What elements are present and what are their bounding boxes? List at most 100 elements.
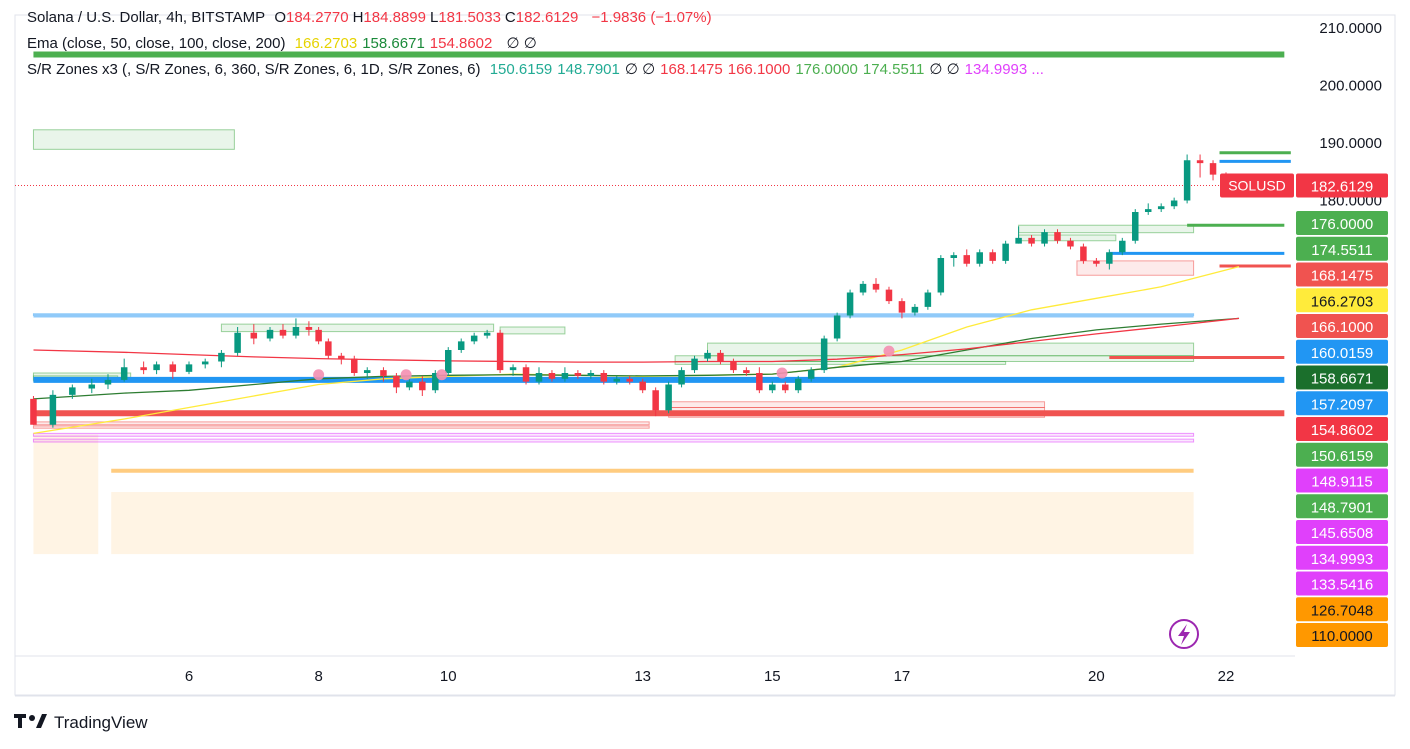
- candle-65: [924, 289, 932, 310]
- legend-ohlc-c: C182.6129: [504, 9, 579, 26]
- y-tick-label-2: 190.0000: [1319, 135, 1382, 152]
- candle-68: [963, 249, 970, 267]
- svg-text:157.2097: 157.2097: [1311, 396, 1374, 413]
- price-tag-0: 176.0000: [1296, 211, 1388, 235]
- legend-symbol: Solana / U.S. Dollar, 4h, BITSTAMP: [27, 9, 266, 26]
- candle-9: [185, 361, 193, 375]
- svg-text:154.8602: 154.8602: [1311, 422, 1374, 439]
- candle-32: [496, 329, 504, 373]
- y-tick-label-1: 200.0000: [1319, 78, 1382, 95]
- candle-56: [807, 367, 815, 382]
- price-tag-2: 168.1475: [1296, 262, 1388, 287]
- candle-13: [250, 324, 258, 345]
- candle-66: [937, 255, 945, 296]
- x-tick-label-6: 20: [1088, 668, 1105, 685]
- candle-6: [140, 361, 147, 375]
- sr-zone-5: [220, 323, 495, 333]
- legend-sr-value-6: 174.5511: [862, 61, 925, 78]
- fill-zone-2: [111, 492, 1194, 555]
- legend-ema-value-1: 158.6671: [362, 35, 425, 52]
- legend-sr-value-8: 134.9993 ...: [964, 61, 1044, 78]
- tradingview-logo-icon: [14, 712, 48, 733]
- legend-sr-row: S/R Zones x3 (, S/R Zones, 6, 360, S/R Z…: [27, 61, 1054, 79]
- legend-sr-value-3: 168.1475: [660, 61, 723, 78]
- svg-text:133.5416: 133.5416: [1311, 577, 1374, 594]
- candle-1: [49, 390, 57, 428]
- sr-zone-9: [674, 361, 1007, 365]
- y-tick-label-0: 210.0000: [1319, 20, 1382, 37]
- candle-30: [470, 332, 478, 345]
- svg-text:148.9115: 148.9115: [1311, 474, 1372, 491]
- legend-ohlc-h: H184.8899: [352, 9, 426, 26]
- x-tick-label-7: 22: [1218, 668, 1235, 685]
- candle-36: [548, 370, 556, 382]
- price-tag-8: 154.8602: [1296, 417, 1388, 441]
- price-tag-4: 166.1000: [1296, 314, 1388, 338]
- x-tick-label-4: 15: [764, 668, 781, 685]
- candle-33: [509, 364, 517, 376]
- candle-80: [1119, 237, 1126, 256]
- candle-78: [1093, 258, 1100, 267]
- candle-22: [363, 367, 371, 379]
- x-tick-label-0: 6: [185, 668, 193, 685]
- candle-74: [1041, 229, 1048, 247]
- svg-text:166.1000: 166.1000: [1311, 319, 1374, 336]
- candle-35: [535, 367, 543, 385]
- candle-61: [872, 278, 880, 293]
- candle-57: [820, 335, 828, 373]
- x-tick-label-2: 10: [440, 668, 457, 685]
- candle-72: [1015, 226, 1022, 244]
- candle-71: [1002, 240, 1009, 264]
- candle-70: [989, 249, 996, 264]
- legend-sr-value-4: 166.1000: [727, 61, 791, 78]
- legend-ema-values: 166.2703 158.6671 154.8602: [295, 35, 498, 52]
- candle-75: [1054, 229, 1061, 244]
- candle-4: [104, 374, 112, 390]
- candle-67: [950, 252, 958, 267]
- current-symbol-tag: SOLUSD: [1220, 173, 1294, 198]
- svg-text:158.6671: 158.6671: [1311, 371, 1374, 388]
- candle-41: [613, 375, 621, 385]
- legend-sr-value-2: ∅ ∅: [624, 61, 656, 78]
- legend-sr-value-7: ∅ ∅: [929, 61, 960, 78]
- candle-60: [859, 281, 867, 296]
- branding[interactable]: TradingView: [14, 712, 148, 733]
- candle-73: [1028, 235, 1035, 247]
- lightning-icon[interactable]: [1169, 619, 1199, 649]
- candle-20: [338, 352, 345, 365]
- legend-ema-tail: ∅ ∅: [506, 35, 537, 52]
- candle-77: [1080, 243, 1087, 264]
- svg-text:150.6159: 150.6159: [1311, 448, 1374, 465]
- candle-46: [678, 367, 685, 388]
- candle-52: [756, 367, 763, 394]
- candle-53: [769, 381, 776, 394]
- legend-sr-value-5: 176.0000: [795, 61, 858, 78]
- candle-23: [380, 367, 387, 382]
- svg-text:148.7901: 148.7901: [1311, 499, 1374, 516]
- candle-26: [419, 375, 426, 396]
- candle-39: [587, 370, 595, 379]
- x-tick-label-1: 8: [314, 668, 322, 685]
- price-tag-16: 110.0000: [1296, 623, 1388, 647]
- svg-text:174.5511: 174.5511: [1311, 242, 1372, 259]
- price-tag-3: 166.2703: [1296, 288, 1388, 313]
- candle-15: [279, 324, 287, 339]
- ema-line-1: [33, 317, 1240, 400]
- sr-zone-17: [32, 438, 1195, 443]
- svg-text:134.9993: 134.9993: [1311, 551, 1374, 568]
- candle-59: [846, 289, 854, 319]
- fill-zone-1: [33, 488, 99, 555]
- candle-47: [691, 355, 698, 373]
- candle-87: [1209, 160, 1217, 181]
- candle-83: [1157, 203, 1165, 212]
- legend-ema-row: Ema (close, 50, close, 100, close, 200) …: [27, 35, 542, 53]
- legend-sr-value-1: 148.7901: [557, 61, 620, 78]
- candle-21: [351, 355, 358, 376]
- candle-34: [522, 364, 530, 385]
- signal-dot-4: [883, 345, 895, 357]
- candle-7: [153, 361, 160, 375]
- legend-ema-value-0: 166.2703: [294, 35, 358, 52]
- sr-zone-7: [707, 342, 1195, 357]
- legend-symbol-row: Solana / U.S. Dollar, 4h, BITSTAMP O184.…: [27, 9, 717, 27]
